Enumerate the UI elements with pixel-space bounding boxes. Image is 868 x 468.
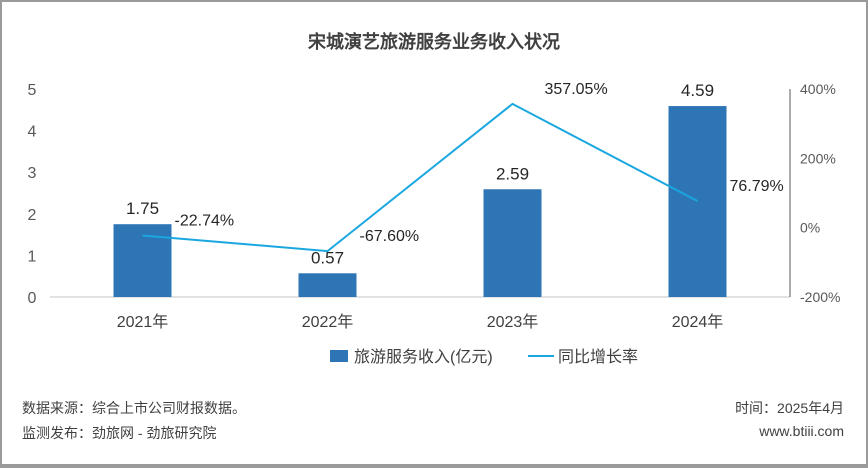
legend-bar-label: 旅游服务收入(亿元) bbox=[354, 348, 493, 366]
bar bbox=[483, 189, 542, 297]
right-tick-label: 0% bbox=[800, 220, 820, 236]
bar bbox=[668, 106, 727, 297]
legend-bar-swatch bbox=[330, 350, 348, 362]
bar-value-label: 4.59 bbox=[681, 81, 714, 100]
left-tick-label: 0 bbox=[28, 290, 37, 307]
bar-value-label: 2.59 bbox=[496, 164, 529, 183]
right-tick-label: 200% bbox=[800, 150, 836, 166]
left-tick-label: 2 bbox=[28, 207, 37, 224]
x-tick-label: 2021年 bbox=[117, 313, 169, 331]
x-tick-label: 2024年 bbox=[672, 313, 724, 331]
date-note: 时间：2025年4月 bbox=[735, 400, 844, 416]
bar bbox=[298, 273, 357, 297]
legend-line-label: 同比增长率 bbox=[558, 348, 638, 366]
left-tick-label: 4 bbox=[28, 124, 37, 141]
right-tick-label: 400% bbox=[800, 81, 836, 97]
line-value-label: 76.79% bbox=[730, 178, 784, 195]
bar bbox=[113, 224, 172, 297]
line-value-label: -67.60% bbox=[360, 228, 420, 245]
right-tick-label: -200% bbox=[800, 289, 840, 305]
growth-line bbox=[142, 102, 698, 253]
line-value-label: 357.05% bbox=[545, 81, 608, 98]
left-tick-label: 1 bbox=[28, 248, 37, 265]
left-tick-label: 5 bbox=[28, 82, 37, 99]
x-tick-label: 2022年 bbox=[302, 313, 354, 331]
bar-value-label: 0.57 bbox=[311, 248, 344, 267]
bar-value-label: 1.75 bbox=[126, 199, 159, 218]
publisher-note: 监测发布：劲旅网 - 劲旅研究院 bbox=[22, 425, 217, 441]
chart-plot: 0 1 2 3 4 5 -200% 0% 200% 400% 2021年 1.75 2022年 0.57 2… bbox=[28, 81, 841, 366]
x-tick-label: 2023年 bbox=[487, 313, 539, 331]
chart-title: 宋城演艺旅游服务业务收入状况 bbox=[308, 32, 560, 52]
source-note: 数据来源：综合上市公司财报数据。 bbox=[22, 400, 246, 416]
left-tick-label: 3 bbox=[28, 165, 37, 182]
line-value-label: -22.74% bbox=[175, 213, 235, 230]
site-link[interactable]: www.btiii.com bbox=[759, 423, 844, 439]
